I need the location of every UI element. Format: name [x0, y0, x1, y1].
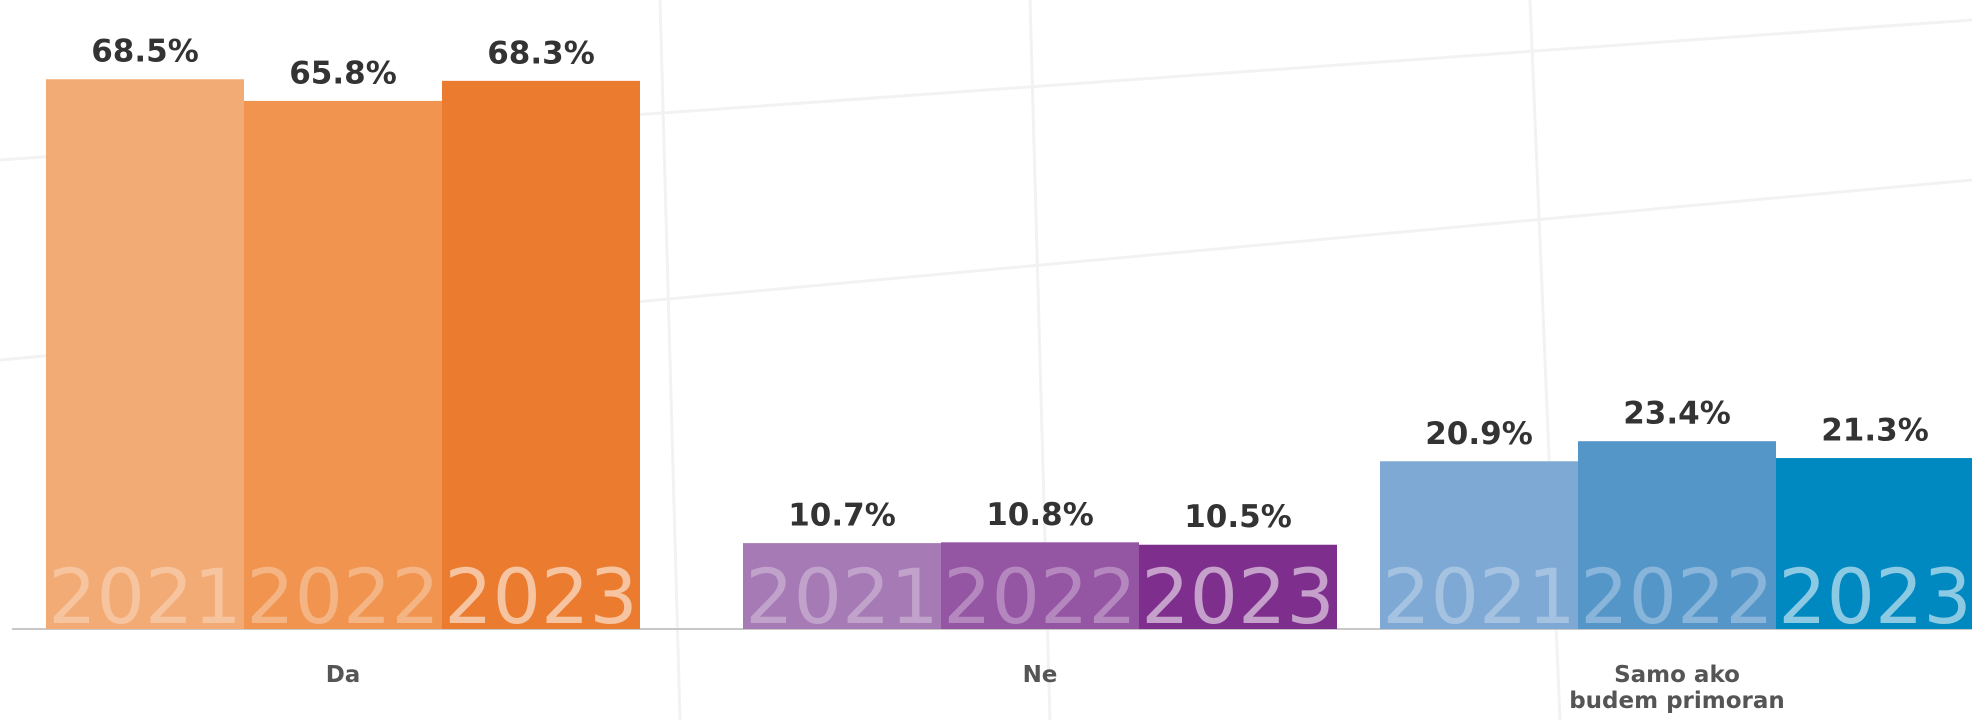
- value-label: 20.9%: [1425, 416, 1533, 452]
- bar: [46, 79, 244, 629]
- page: 2021 68.5% 2022 65.8% 2023 68.3% 2021 10.7% 2022…: [0, 0, 1972, 720]
- chart: 2021 68.5% 2022 65.8% 2023 68.3% 2021 10.7% 2022…: [0, 0, 1972, 720]
- bar: [442, 81, 640, 629]
- value-label: 10.7%: [788, 498, 896, 534]
- value-label: 23.4%: [1623, 396, 1731, 432]
- year-label: 2023: [1141, 552, 1334, 641]
- year-label: 2022: [246, 552, 439, 641]
- category-label: Da: [193, 662, 493, 688]
- value-label: 68.5%: [91, 34, 199, 70]
- year-label: 2021: [48, 552, 241, 641]
- value-label: 65.8%: [289, 55, 397, 91]
- year-label: 2023: [444, 552, 637, 641]
- year-label: 2021: [745, 552, 938, 641]
- value-label: 68.3%: [487, 35, 595, 71]
- category-label: Samo ako budem primoran: [1527, 662, 1827, 714]
- category-label: Ne: [890, 662, 1190, 688]
- value-label: 21.3%: [1821, 413, 1929, 449]
- year-label: 2022: [943, 552, 1136, 641]
- year-label: 2023: [1778, 552, 1971, 641]
- year-label: 2022: [1580, 552, 1773, 641]
- bar: [244, 101, 442, 629]
- value-label: 10.8%: [986, 497, 1094, 533]
- year-label: 2021: [1382, 552, 1575, 641]
- value-label: 10.5%: [1184, 499, 1292, 535]
